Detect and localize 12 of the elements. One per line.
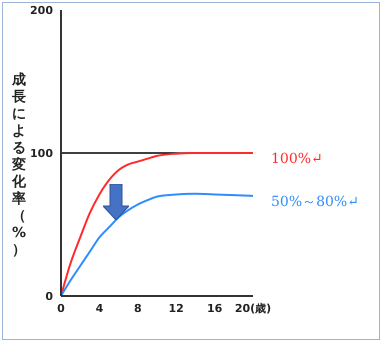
series-label: 100%↵ [271,151,323,167]
x-tick-label: 20(歳) [234,302,272,315]
x-tick-label: 8 [134,302,142,315]
x-tick-label: 4 [96,302,104,315]
y-tick-label: 0 [45,290,54,303]
x-tick-label: 12 [168,302,184,315]
text: 成長による変化率（%） [12,72,26,258]
y-tick-label: 100 [30,146,54,160]
series-label: 50%～80%↵ [271,194,359,210]
x-tick-label: 0 [57,302,66,315]
x-tick-label: 16 [206,302,223,315]
y-tick-label: 200 [30,4,54,17]
